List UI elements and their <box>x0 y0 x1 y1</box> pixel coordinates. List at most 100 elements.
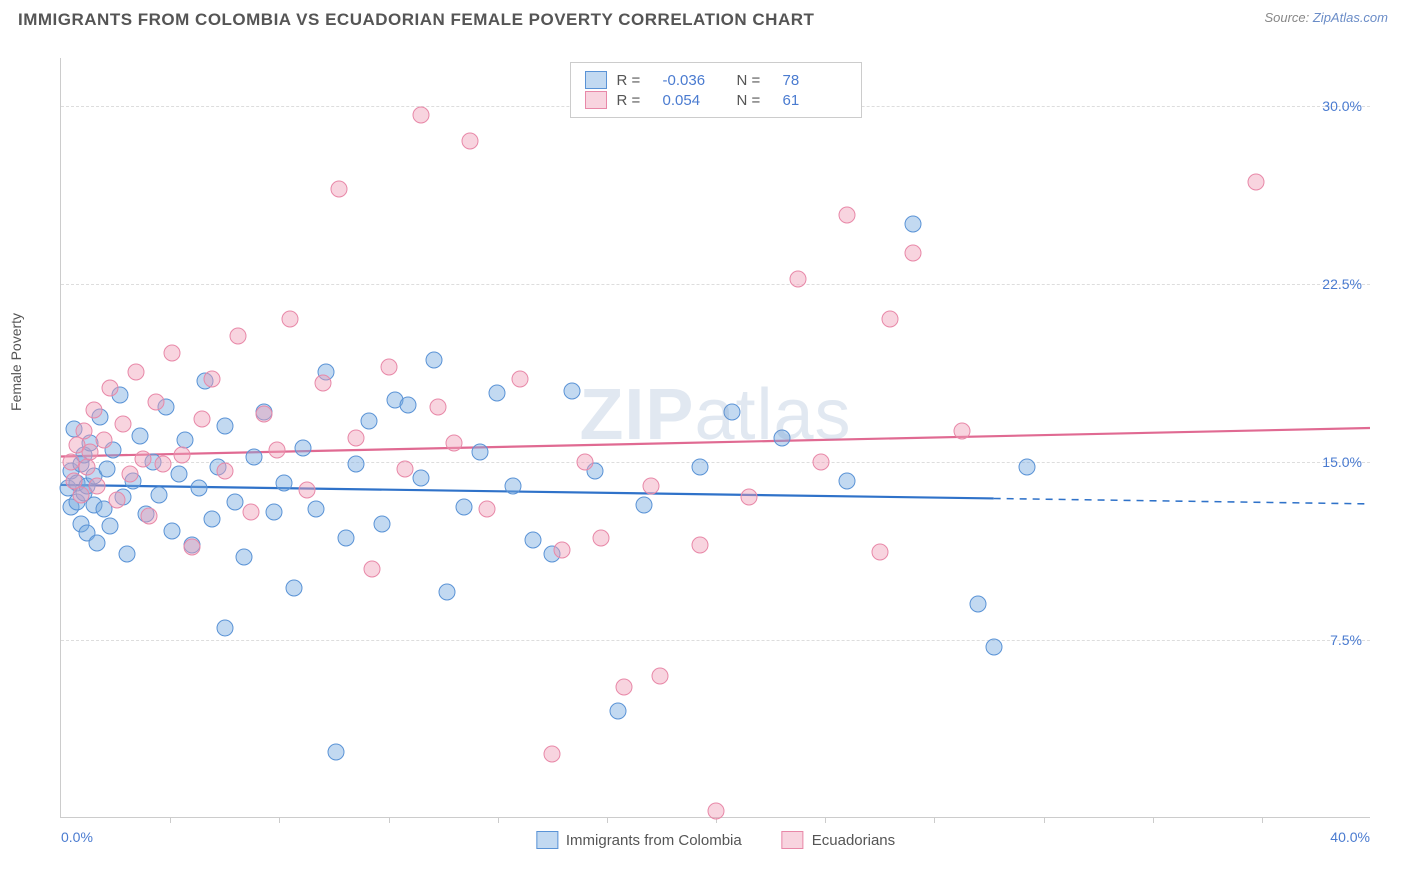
data-point-colombia <box>563 382 580 399</box>
data-point-ecuador <box>85 401 102 418</box>
data-point-ecuador <box>89 477 106 494</box>
data-point-ecuador <box>652 667 669 684</box>
legend-r-value: -0.036 <box>663 72 727 89</box>
data-point-ecuador <box>577 453 594 470</box>
data-point-colombia <box>524 532 541 549</box>
source-link[interactable]: ZipAtlas.com <box>1313 10 1388 25</box>
data-point-ecuador <box>616 679 633 696</box>
data-point-ecuador <box>511 370 528 387</box>
legend-r-value: 0.054 <box>663 92 727 109</box>
data-point-ecuador <box>229 327 246 344</box>
data-point-ecuador <box>708 802 725 819</box>
x-tick <box>1153 817 1154 823</box>
data-point-ecuador <box>134 451 151 468</box>
data-point-ecuador <box>147 394 164 411</box>
data-point-ecuador <box>953 422 970 439</box>
y-axis-label: Female Poverty <box>8 313 24 411</box>
x-tick <box>1262 817 1263 823</box>
data-point-ecuador <box>79 458 96 475</box>
data-point-colombia <box>609 703 626 720</box>
data-point-ecuador <box>72 487 89 504</box>
data-point-ecuador <box>1248 173 1265 190</box>
legend-r-label: R = <box>617 72 653 89</box>
x-tick <box>934 817 935 823</box>
data-point-ecuador <box>544 745 561 762</box>
data-point-colombia <box>203 510 220 527</box>
data-point-ecuador <box>446 434 463 451</box>
data-point-colombia <box>1019 458 1036 475</box>
x-axis-max-label: 40.0% <box>1330 829 1370 845</box>
legend-row-ecuador: R =0.054N =61 <box>585 91 847 109</box>
correlation-legend: R =-0.036N =78R =0.054N =61 <box>570 62 862 118</box>
data-point-colombia <box>328 743 345 760</box>
plot-area: ZIPatlas R =-0.036N =78R =0.054N =61 0.0… <box>60 58 1370 818</box>
data-point-colombia <box>102 517 119 534</box>
x-tick <box>1044 817 1045 823</box>
data-point-ecuador <box>347 430 364 447</box>
data-point-colombia <box>373 515 390 532</box>
y-tick-label: 22.5% <box>1322 276 1362 292</box>
data-point-ecuador <box>256 406 273 423</box>
data-point-ecuador <box>102 380 119 397</box>
data-point-ecuador <box>380 358 397 375</box>
data-point-colombia <box>236 548 253 565</box>
data-point-colombia <box>773 430 790 447</box>
x-tick <box>170 817 171 823</box>
data-point-ecuador <box>95 432 112 449</box>
data-point-colombia <box>724 403 741 420</box>
x-tick <box>825 817 826 823</box>
data-point-colombia <box>472 444 489 461</box>
x-tick <box>607 817 608 823</box>
data-point-ecuador <box>121 465 138 482</box>
data-point-ecuador <box>242 503 259 520</box>
data-point-ecuador <box>298 482 315 499</box>
data-point-ecuador <box>62 453 79 470</box>
data-point-colombia <box>131 427 148 444</box>
x-tick <box>498 817 499 823</box>
data-point-colombia <box>455 498 472 515</box>
data-point-ecuador <box>462 133 479 150</box>
data-point-colombia <box>347 456 364 473</box>
data-point-ecuador <box>141 508 158 525</box>
data-point-ecuador <box>128 363 145 380</box>
data-point-ecuador <box>691 536 708 553</box>
trendlines-layer <box>61 58 1370 817</box>
data-point-colombia <box>118 546 135 563</box>
data-point-colombia <box>308 501 325 518</box>
watermark: ZIPatlas <box>579 374 851 456</box>
data-point-ecuador <box>740 489 757 506</box>
data-point-colombia <box>839 472 856 489</box>
data-point-colombia <box>190 479 207 496</box>
data-point-colombia <box>360 413 377 430</box>
legend-series-name: Immigrants from Colombia <box>566 832 742 849</box>
data-point-ecuador <box>115 415 132 432</box>
data-point-ecuador <box>269 441 286 458</box>
data-point-colombia <box>970 596 987 613</box>
data-point-ecuador <box>203 370 220 387</box>
data-point-ecuador <box>82 444 99 461</box>
x-axis-min-label: 0.0% <box>61 829 93 845</box>
data-point-ecuador <box>193 411 210 428</box>
data-point-colombia <box>635 496 652 513</box>
data-point-ecuador <box>174 446 191 463</box>
data-point-ecuador <box>413 107 430 124</box>
source-attribution: Source: ZipAtlas.com <box>1264 10 1388 25</box>
y-tick-label: 30.0% <box>1322 98 1362 114</box>
data-point-ecuador <box>478 501 495 518</box>
data-point-ecuador <box>904 244 921 261</box>
data-point-colombia <box>904 216 921 233</box>
data-point-colombia <box>439 584 456 601</box>
data-point-ecuador <box>396 460 413 477</box>
data-point-colombia <box>151 487 168 504</box>
data-point-ecuador <box>839 206 856 223</box>
data-point-ecuador <box>108 491 125 508</box>
trendline-colombia-extrapolated <box>994 498 1370 503</box>
data-point-colombia <box>400 396 417 413</box>
data-point-ecuador <box>75 422 92 439</box>
data-point-ecuador <box>593 529 610 546</box>
data-point-ecuador <box>164 344 181 361</box>
data-point-ecuador <box>812 453 829 470</box>
data-point-ecuador <box>184 539 201 556</box>
data-point-colombia <box>337 529 354 546</box>
data-point-colombia <box>986 639 1003 656</box>
